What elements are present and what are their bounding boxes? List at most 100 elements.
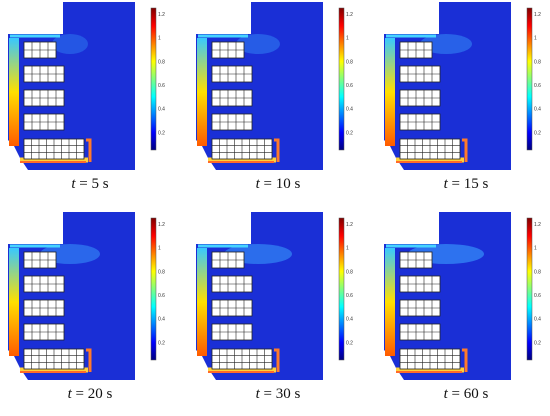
colorbar-ticks: 1.2 1 0.8 0.6 0.4 0.2: [346, 12, 353, 136]
outlet-jet: [274, 348, 280, 372]
left-duct-jet: [197, 38, 207, 146]
battery-module: [23, 348, 85, 370]
left-duct-jet: [385, 248, 395, 356]
colorbar-tick-label: 1: [346, 36, 349, 42]
time-caption: t = 20 s: [0, 386, 180, 403]
colorbar-tick-label: 1.2: [158, 12, 165, 18]
battery-module: [23, 323, 65, 341]
time-equals: =: [447, 176, 464, 192]
battery-module: [23, 251, 57, 269]
colorbar-tick-label: 0.2: [534, 130, 541, 136]
colorbar-tick-label: 0.6: [534, 293, 541, 299]
battery-module: [23, 113, 65, 131]
colorbar-ticks: 1.2 1 0.8 0.6 0.4 0.2: [534, 222, 541, 346]
time-symbol: t: [443, 386, 448, 402]
velocity-field-plot: 1.2 1 0.8 0.6 0.4 0.2: [196, 2, 353, 170]
battery-module: [23, 65, 65, 83]
battery-modules: [23, 41, 85, 160]
battery-module: [211, 323, 253, 341]
colorbar-tick-label: 0.6: [346, 293, 353, 299]
flow-plume: [52, 34, 88, 54]
colorbar-tick-label: 0.2: [158, 340, 165, 346]
colorbar-tick-label: 1.2: [346, 222, 353, 228]
colorbar-tick-label: 0.4: [158, 107, 165, 113]
battery-module: [23, 89, 65, 107]
colorbar-tick-label: 1: [346, 246, 349, 252]
time-value: 20 s: [87, 386, 113, 402]
simulation-panel: 1.2 1 0.8 0.6 0.4 0.2 t = 10 s: [188, 0, 368, 206]
colorbar-tick-label: 1.2: [158, 222, 165, 228]
battery-module: [211, 138, 273, 160]
colorbar-ticks: 1.2 1 0.8 0.6 0.4 0.2: [158, 12, 165, 136]
colorbar-tick-label: 0.4: [534, 317, 541, 323]
time-symbol: t: [255, 386, 260, 402]
battery-module: [211, 348, 273, 370]
colorbar-tick-label: 0.8: [534, 269, 541, 275]
battery-module: [399, 41, 433, 59]
colorbar-tick-label: 1: [158, 36, 161, 42]
left-duct-jet: [385, 38, 395, 146]
time-value: 60 s: [463, 386, 489, 402]
flow-plume: [420, 34, 472, 54]
colorbar: [526, 217, 533, 361]
outlet-jet: [86, 348, 92, 372]
battery-modules: [211, 251, 273, 370]
colorbar-tick-label: 1.2: [534, 12, 541, 18]
colorbar: [338, 7, 345, 151]
battery-module: [211, 299, 253, 317]
battery-module: [399, 138, 461, 160]
colorbar-tick-label: 0.8: [346, 59, 353, 65]
outlet-jet: [274, 138, 280, 162]
left-duct-jet: [9, 38, 19, 146]
battery-modules: [23, 251, 85, 370]
battery-module: [399, 275, 441, 293]
time-value: 5 s: [91, 176, 109, 192]
time-caption: t = 10 s: [188, 176, 368, 193]
time-equals: =: [447, 386, 464, 402]
battery-module: [23, 41, 57, 59]
battery-module: [23, 299, 65, 317]
colorbar: [526, 7, 533, 151]
battery-module: [399, 323, 441, 341]
colorbar-tick-label: 0.6: [158, 83, 165, 89]
battery-module: [211, 251, 245, 269]
colorbar-tick-label: 0.6: [158, 293, 165, 299]
time-caption: t = 5 s: [0, 176, 180, 193]
time-symbol: t: [443, 176, 448, 192]
outlet-jet: [86, 138, 92, 162]
time-value: 15 s: [463, 176, 489, 192]
battery-module: [23, 138, 85, 160]
battery-module: [399, 113, 441, 131]
flow-plume: [236, 34, 280, 54]
colorbar-tick-label: 0.8: [534, 59, 541, 65]
battery-module: [211, 65, 253, 83]
colorbar-tick-label: 0.8: [158, 59, 165, 65]
battery-module: [211, 41, 245, 59]
battery-module: [399, 348, 461, 370]
time-equals: =: [71, 386, 88, 402]
colorbar-tick-label: 1: [534, 36, 537, 42]
time-value: 30 s: [275, 386, 301, 402]
simulation-panel: 1.2 1 0.8 0.6 0.4 0.2 t = 5 s: [0, 0, 180, 206]
time-caption: t = 60 s: [376, 386, 550, 403]
time-equals: =: [259, 176, 276, 192]
battery-module: [211, 275, 253, 293]
colorbar-tick-label: 0.8: [346, 269, 353, 275]
colorbar-tick-label: 1.2: [346, 12, 353, 18]
battery-module: [211, 113, 253, 131]
colorbar-tick-label: 0.4: [346, 107, 353, 113]
colorbar: [150, 217, 157, 361]
colorbar: [150, 7, 157, 151]
colorbar-tick-label: 0.2: [534, 340, 541, 346]
velocity-field-plot: 1.2 1 0.8 0.6 0.4 0.2: [8, 212, 165, 380]
time-caption: t = 30 s: [188, 386, 368, 403]
colorbar: [338, 217, 345, 361]
colorbar-tick-label: 0.4: [534, 107, 541, 113]
simulation-panel: 1.2 1 0.8 0.6 0.4 0.2 t = 15 s: [376, 0, 550, 206]
colorbar-tick-label: 0.6: [534, 83, 541, 89]
colorbar-ticks: 1.2 1 0.8 0.6 0.4 0.2: [158, 222, 165, 346]
colorbar-tick-label: 0.2: [346, 340, 353, 346]
velocity-field-plot: 1.2 1 0.8 0.6 0.4 0.2: [384, 212, 541, 380]
time-equals: =: [259, 386, 276, 402]
colorbar-ticks: 1.2 1 0.8 0.6 0.4 0.2: [534, 12, 541, 136]
